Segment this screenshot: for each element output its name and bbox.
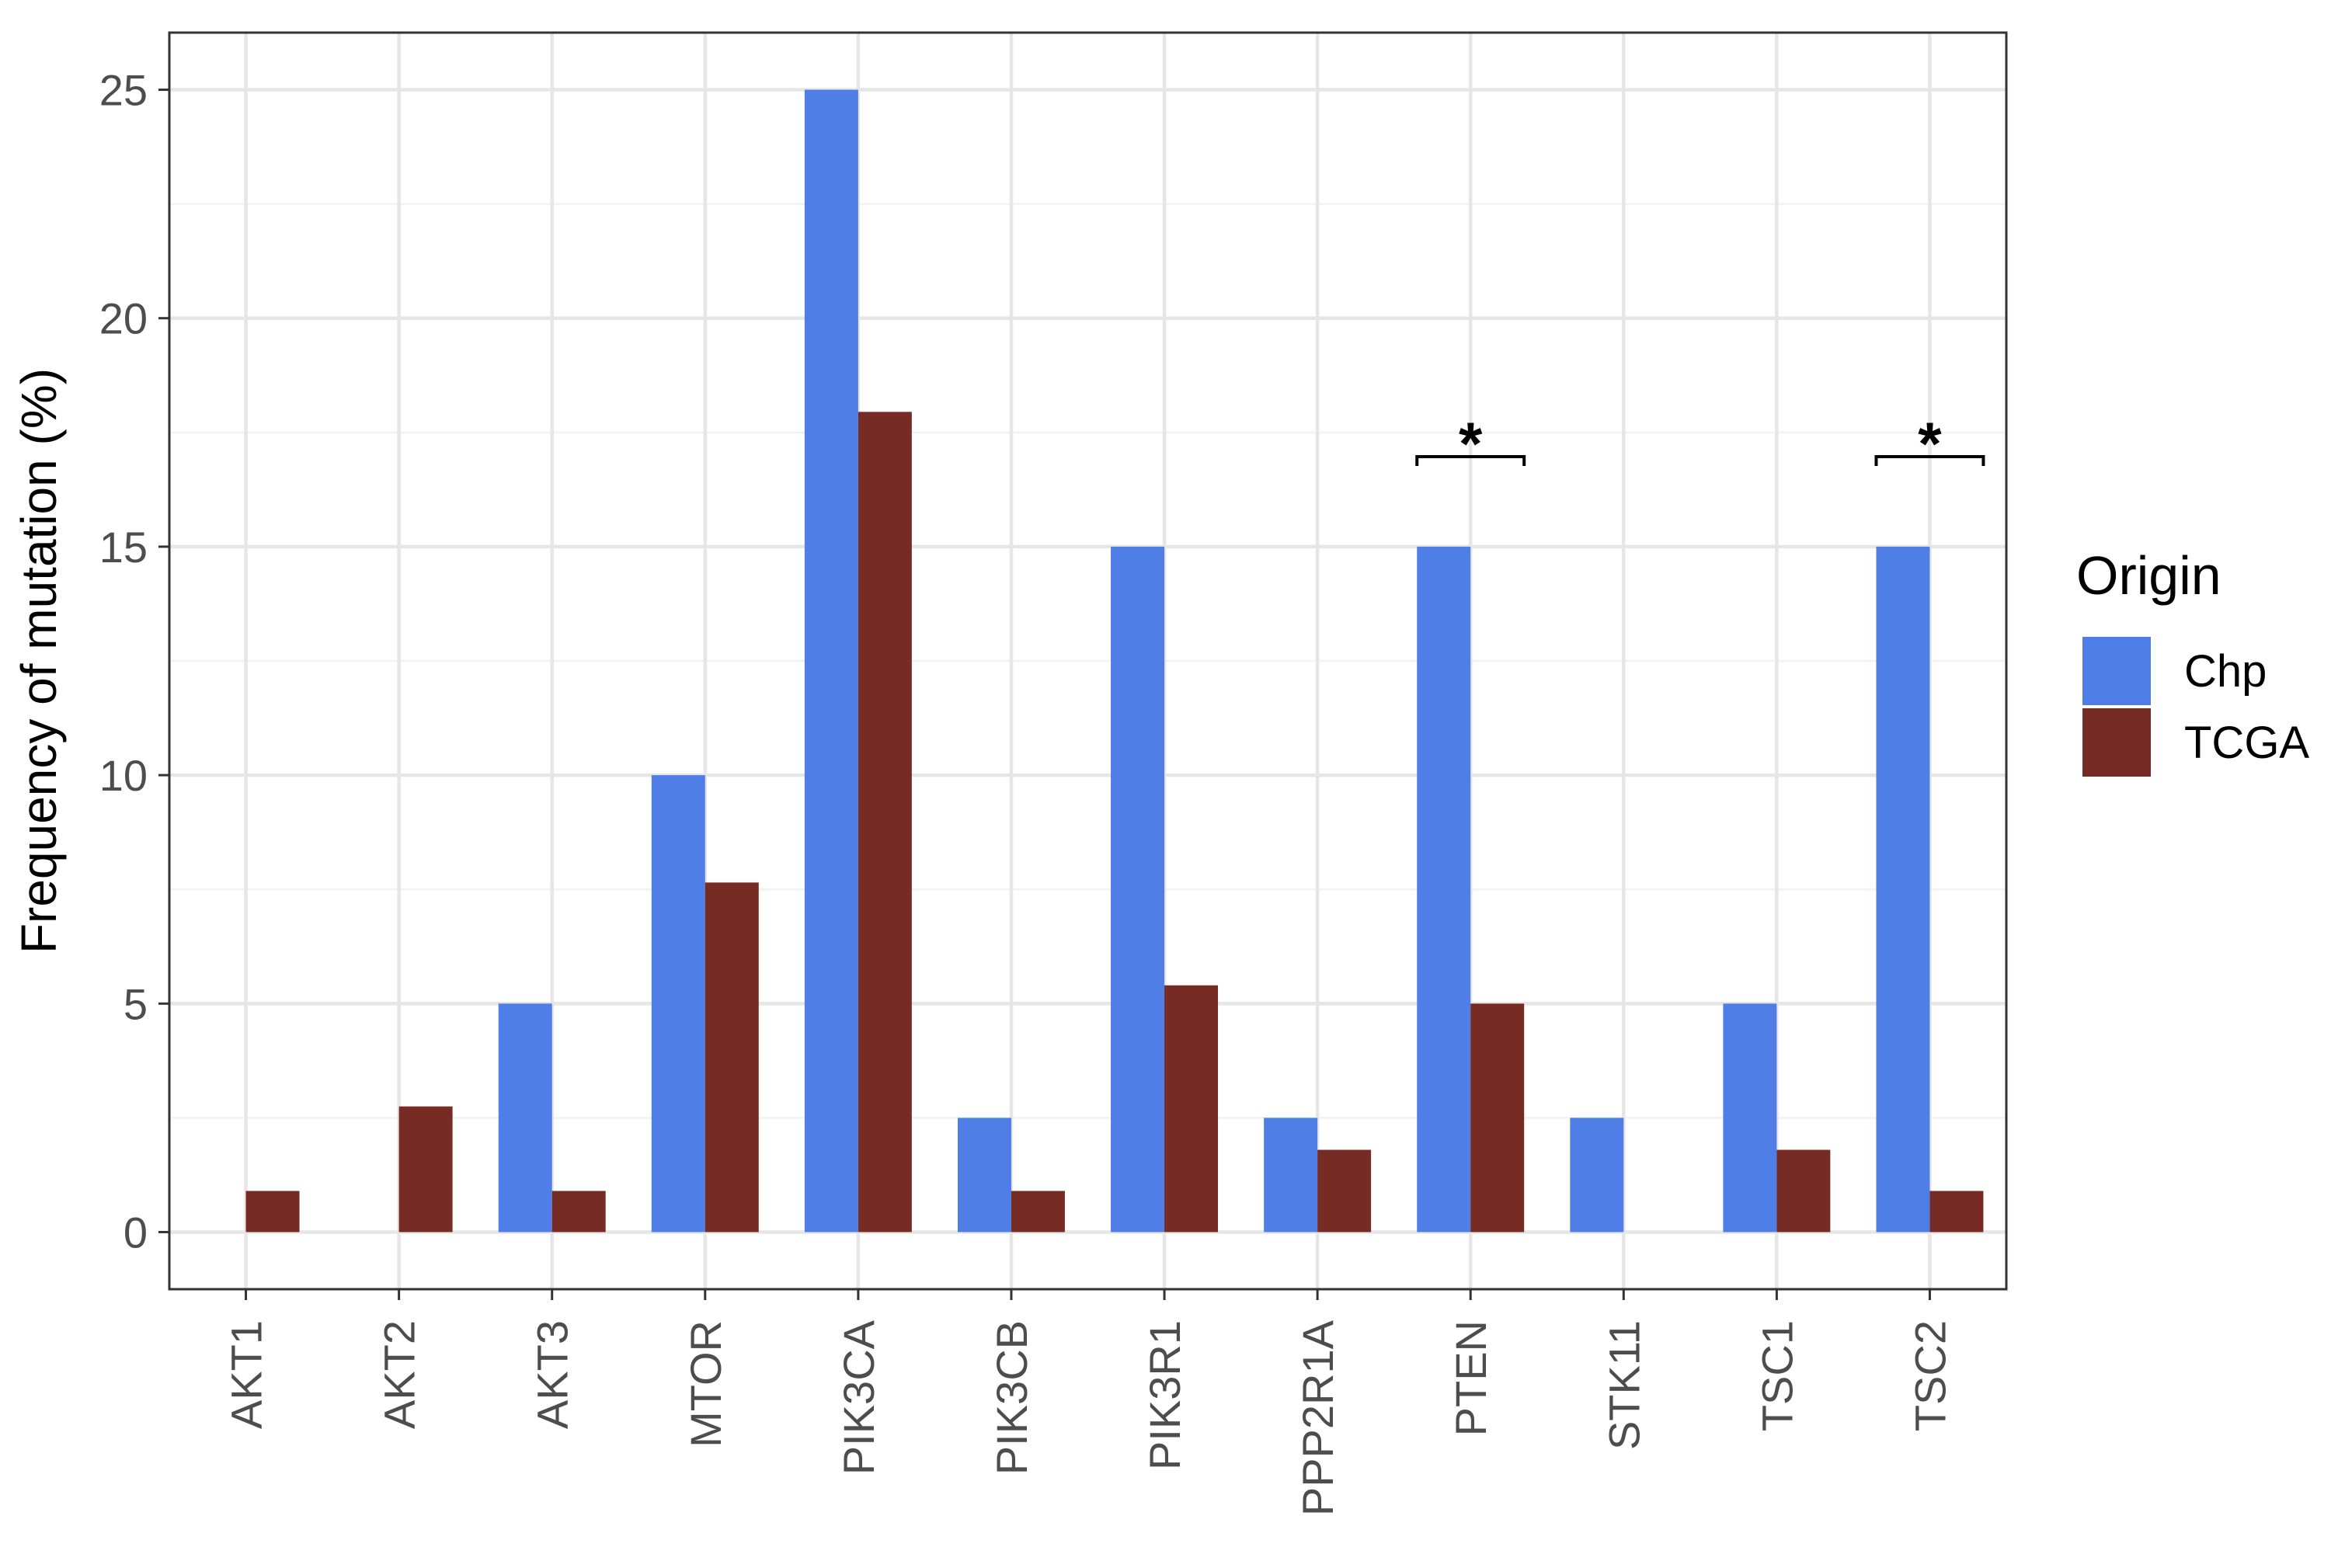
x-tick-label: PIK3R1: [1140, 1320, 1189, 1470]
y-axis: 0 5 10 15 20 25: [99, 66, 169, 1257]
panel-border: [168, 31, 2008, 1291]
y-tick-label: 20: [99, 294, 148, 343]
y-tick-label: 15: [99, 523, 148, 572]
y-axis-title: Frequency of mutation (%): [11, 368, 67, 954]
bar-tcga-akt1: [245, 1191, 300, 1232]
x-tick-label: PIK3CA: [834, 1319, 883, 1475]
x-tick-label: PPP2R1A: [1293, 1319, 1342, 1516]
bar-chp-tsc2: [1876, 546, 1930, 1232]
bar-chp-akt3: [498, 1003, 552, 1232]
x-axis: AKT1 AKT2 AKT3 MTOR PIK3CA PIK3CB PIK3R1 PPP2R1…: [222, 1289, 1954, 1516]
bar-chp-mtor: [651, 775, 705, 1232]
bar-chp-ppp2r1a: [1264, 1118, 1318, 1232]
x-tick-label: AKT2: [375, 1320, 424, 1429]
x-tick-label: PIK3CB: [987, 1320, 1036, 1475]
x-tick-label: PTEN: [1446, 1320, 1495, 1436]
significance-bracket: [1415, 455, 1526, 466]
bar-tcga-ppp2r1a: [1317, 1149, 1372, 1232]
bar-chp-pik3ca: [804, 89, 858, 1232]
bar-tcga-mtor: [705, 882, 759, 1232]
y-tick-label: 5: [124, 979, 148, 1028]
x-tick-label: STK11: [1599, 1320, 1648, 1450]
x-tick-label: MTOR: [681, 1320, 730, 1448]
bar-tcga-akt3: [551, 1191, 606, 1232]
bar-tcga-tsc1: [1776, 1149, 1831, 1232]
x-tick-label: AKT3: [528, 1320, 577, 1429]
bar-chp-pten: [1417, 546, 1471, 1232]
bar-tcga-pik3cb: [1011, 1191, 1065, 1232]
significance-bracket: [1874, 455, 1985, 466]
bar-tcga-pik3ca: [858, 412, 912, 1232]
legend: Origin Chp TCGA: [2076, 545, 2309, 777]
legend-title: Origin: [2076, 545, 2221, 606]
bar-tcga-pik3r1: [1164, 985, 1219, 1232]
legend-label-tcga: TCGA: [2184, 718, 2309, 768]
significance-label: *: [1918, 409, 1942, 478]
y-tick-label: 25: [99, 66, 148, 115]
legend-key-chp: [2082, 637, 2151, 705]
significance-label: *: [1459, 409, 1483, 478]
bar-chp-pik3cb: [957, 1118, 1011, 1232]
bar-chp-stk11: [1570, 1118, 1624, 1232]
x-tick-label: AKT1: [222, 1320, 271, 1429]
bar-chp-pik3r1: [1111, 546, 1165, 1232]
legend-label-chp: Chp: [2184, 646, 2267, 697]
y-tick-label: 0: [124, 1208, 148, 1257]
y-tick-label: 10: [99, 751, 148, 800]
legend-key-tcga: [2082, 708, 2151, 777]
bar-chp-tsc1: [1723, 1003, 1777, 1232]
bar-tcga-pten: [1470, 1003, 1525, 1232]
x-tick-label: TSC2: [1905, 1320, 1954, 1431]
bars: [245, 89, 1984, 1232]
x-tick-label: TSC1: [1752, 1320, 1801, 1431]
annotations: * *: [1415, 409, 1985, 478]
bar-tcga-tsc2: [1929, 1191, 1984, 1232]
bar-tcga-akt2: [398, 1106, 453, 1232]
